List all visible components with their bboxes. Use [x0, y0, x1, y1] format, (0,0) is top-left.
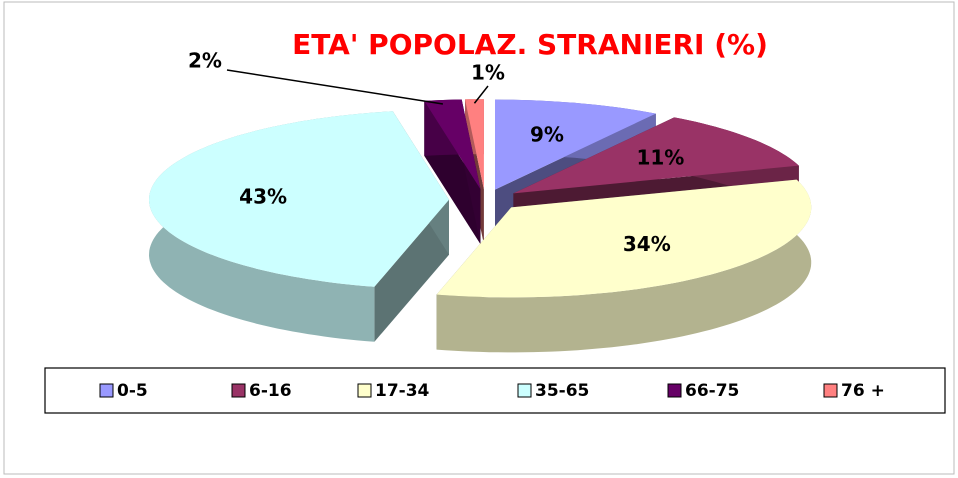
pie-slice [436, 179, 812, 353]
slice [149, 111, 449, 287]
legend-box [44, 367, 946, 414]
legend-swatch [357, 383, 372, 398]
legend-swatch [231, 383, 246, 398]
slice [495, 99, 656, 190]
data-label: 43% [239, 184, 287, 208]
slice-side [436, 179, 812, 353]
data-label: 9% [530, 123, 564, 147]
legend-label: 76 + [841, 381, 885, 401]
data-label: 1% [471, 61, 505, 85]
legend-label: 0-5 [117, 381, 148, 401]
legend-label: 35-65 [535, 381, 589, 401]
slice [424, 99, 481, 190]
leader-line [226, 69, 444, 105]
pie-slice [149, 111, 449, 342]
leader-line [473, 85, 489, 104]
data-label: 2% [188, 49, 222, 73]
slice [436, 179, 812, 298]
legend-label: 17-34 [375, 381, 430, 401]
slice [465, 99, 484, 190]
legend-swatch [99, 383, 114, 398]
slice-side [374, 199, 449, 342]
data-label: 11% [636, 146, 684, 170]
legend-swatch [823, 383, 838, 398]
legend-label: 6-16 [249, 381, 292, 401]
chart-title: ETA' POPOLAZ. STRANIERI (%) [292, 28, 768, 61]
legend-swatch [667, 383, 682, 398]
legend-swatch [517, 383, 532, 398]
pie-slice [424, 99, 481, 245]
slice [513, 117, 799, 194]
data-label: 34% [623, 232, 671, 256]
legend-label: 66-75 [685, 381, 739, 401]
